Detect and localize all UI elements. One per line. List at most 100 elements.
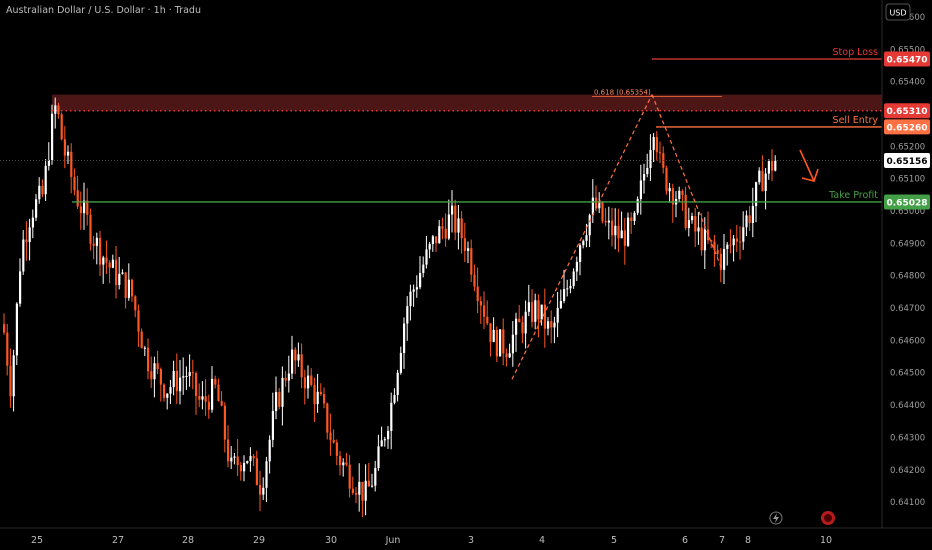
candle-body (95, 237, 98, 246)
candle-body (742, 227, 745, 242)
candle-body (582, 240, 585, 246)
candle-body (723, 248, 726, 270)
candle-body (611, 220, 614, 236)
fib-leg-down (651, 94, 723, 270)
level-label: Sell Entry (833, 115, 879, 126)
candle-body (396, 372, 399, 396)
candle-body (223, 405, 226, 440)
candle-body (54, 105, 57, 114)
y-tick-label: 0.64800 (890, 272, 925, 282)
fib-leg-up (511, 94, 653, 380)
candle-body (89, 214, 92, 244)
candle-body (102, 257, 105, 265)
candle-body (387, 430, 390, 440)
candle-body (563, 289, 566, 302)
candle-body (422, 264, 425, 273)
candle-body (489, 323, 492, 343)
candle-body (745, 215, 748, 228)
candle-body (252, 456, 255, 459)
candle-body (761, 170, 764, 191)
candle-body (524, 311, 527, 334)
candle-body (41, 185, 44, 195)
candle-body (393, 395, 396, 403)
candle-body (150, 371, 153, 380)
candle-body (543, 304, 546, 329)
lightning-icon[interactable] (769, 511, 783, 525)
candle-body (457, 218, 460, 233)
candle-body (239, 465, 242, 472)
candle-body (313, 384, 316, 405)
candle-body (518, 318, 521, 323)
candle-body (774, 160, 777, 171)
candle-body (310, 375, 313, 385)
candle-body (732, 238, 735, 246)
candle-body (508, 353, 511, 358)
candle-body (470, 248, 473, 275)
x-tick-label: 7 (719, 535, 725, 546)
candle-body (67, 151, 70, 156)
candle-body (751, 206, 754, 223)
y-tick-label: 0.64500 (890, 369, 925, 379)
candle-body (569, 285, 572, 289)
candle-body (358, 481, 361, 495)
candle-body (63, 139, 66, 156)
candle-body (572, 271, 575, 286)
candle-body (243, 463, 246, 472)
candle-body (652, 137, 655, 151)
candle-body (31, 217, 34, 228)
candle-body (284, 377, 287, 381)
candle-body (300, 354, 303, 378)
candle-body (115, 259, 118, 285)
candle-body (531, 302, 534, 322)
candle-body (70, 151, 73, 178)
candle-body (479, 301, 482, 306)
logo-badge-icon[interactable] (821, 511, 835, 525)
candle-body (291, 349, 294, 374)
candle-body (649, 150, 652, 168)
currency-button[interactable] (885, 3, 911, 21)
candle-body (515, 318, 518, 335)
candle-body (28, 227, 31, 242)
candle-body (755, 182, 758, 207)
candle-body (700, 227, 703, 251)
y-tick-label: 0.65400 (890, 78, 925, 88)
fib-layer: 0.618 (0.65354) (511, 89, 723, 380)
candle-body (255, 458, 258, 485)
candle-body (99, 237, 102, 265)
price-badge (884, 51, 930, 67)
candle-body (3, 324, 6, 333)
candle-body (35, 199, 38, 218)
candle-body (371, 485, 374, 487)
candle-body (265, 461, 268, 488)
candle-body (185, 376, 188, 378)
candle-body (639, 180, 642, 200)
candle-body (86, 200, 89, 215)
candle-body (671, 188, 674, 205)
candle-body (713, 241, 716, 251)
candle-body (454, 205, 457, 233)
candle-body (319, 391, 322, 395)
candle-body (390, 402, 393, 431)
candle-body (230, 457, 233, 462)
candle-body (694, 216, 697, 232)
candle-body (303, 377, 306, 389)
candle-body (124, 272, 127, 298)
y-tick-label: 0.65100 (890, 175, 925, 185)
candle-body (281, 377, 284, 407)
candle-body (758, 170, 761, 183)
candle-body (438, 226, 441, 244)
level-label: Take Profit (828, 190, 878, 201)
candle-body (566, 288, 569, 290)
candle-body (364, 480, 367, 501)
candle-body (771, 161, 774, 171)
candle-body (60, 114, 63, 140)
candle-body (188, 372, 191, 377)
x-tick-label: 10 (820, 535, 832, 546)
candle-body (191, 372, 194, 374)
candle-body (220, 401, 223, 406)
candle-body (483, 305, 486, 317)
candle-body (707, 229, 710, 241)
candle-body (620, 230, 623, 239)
candle-body (57, 105, 60, 115)
